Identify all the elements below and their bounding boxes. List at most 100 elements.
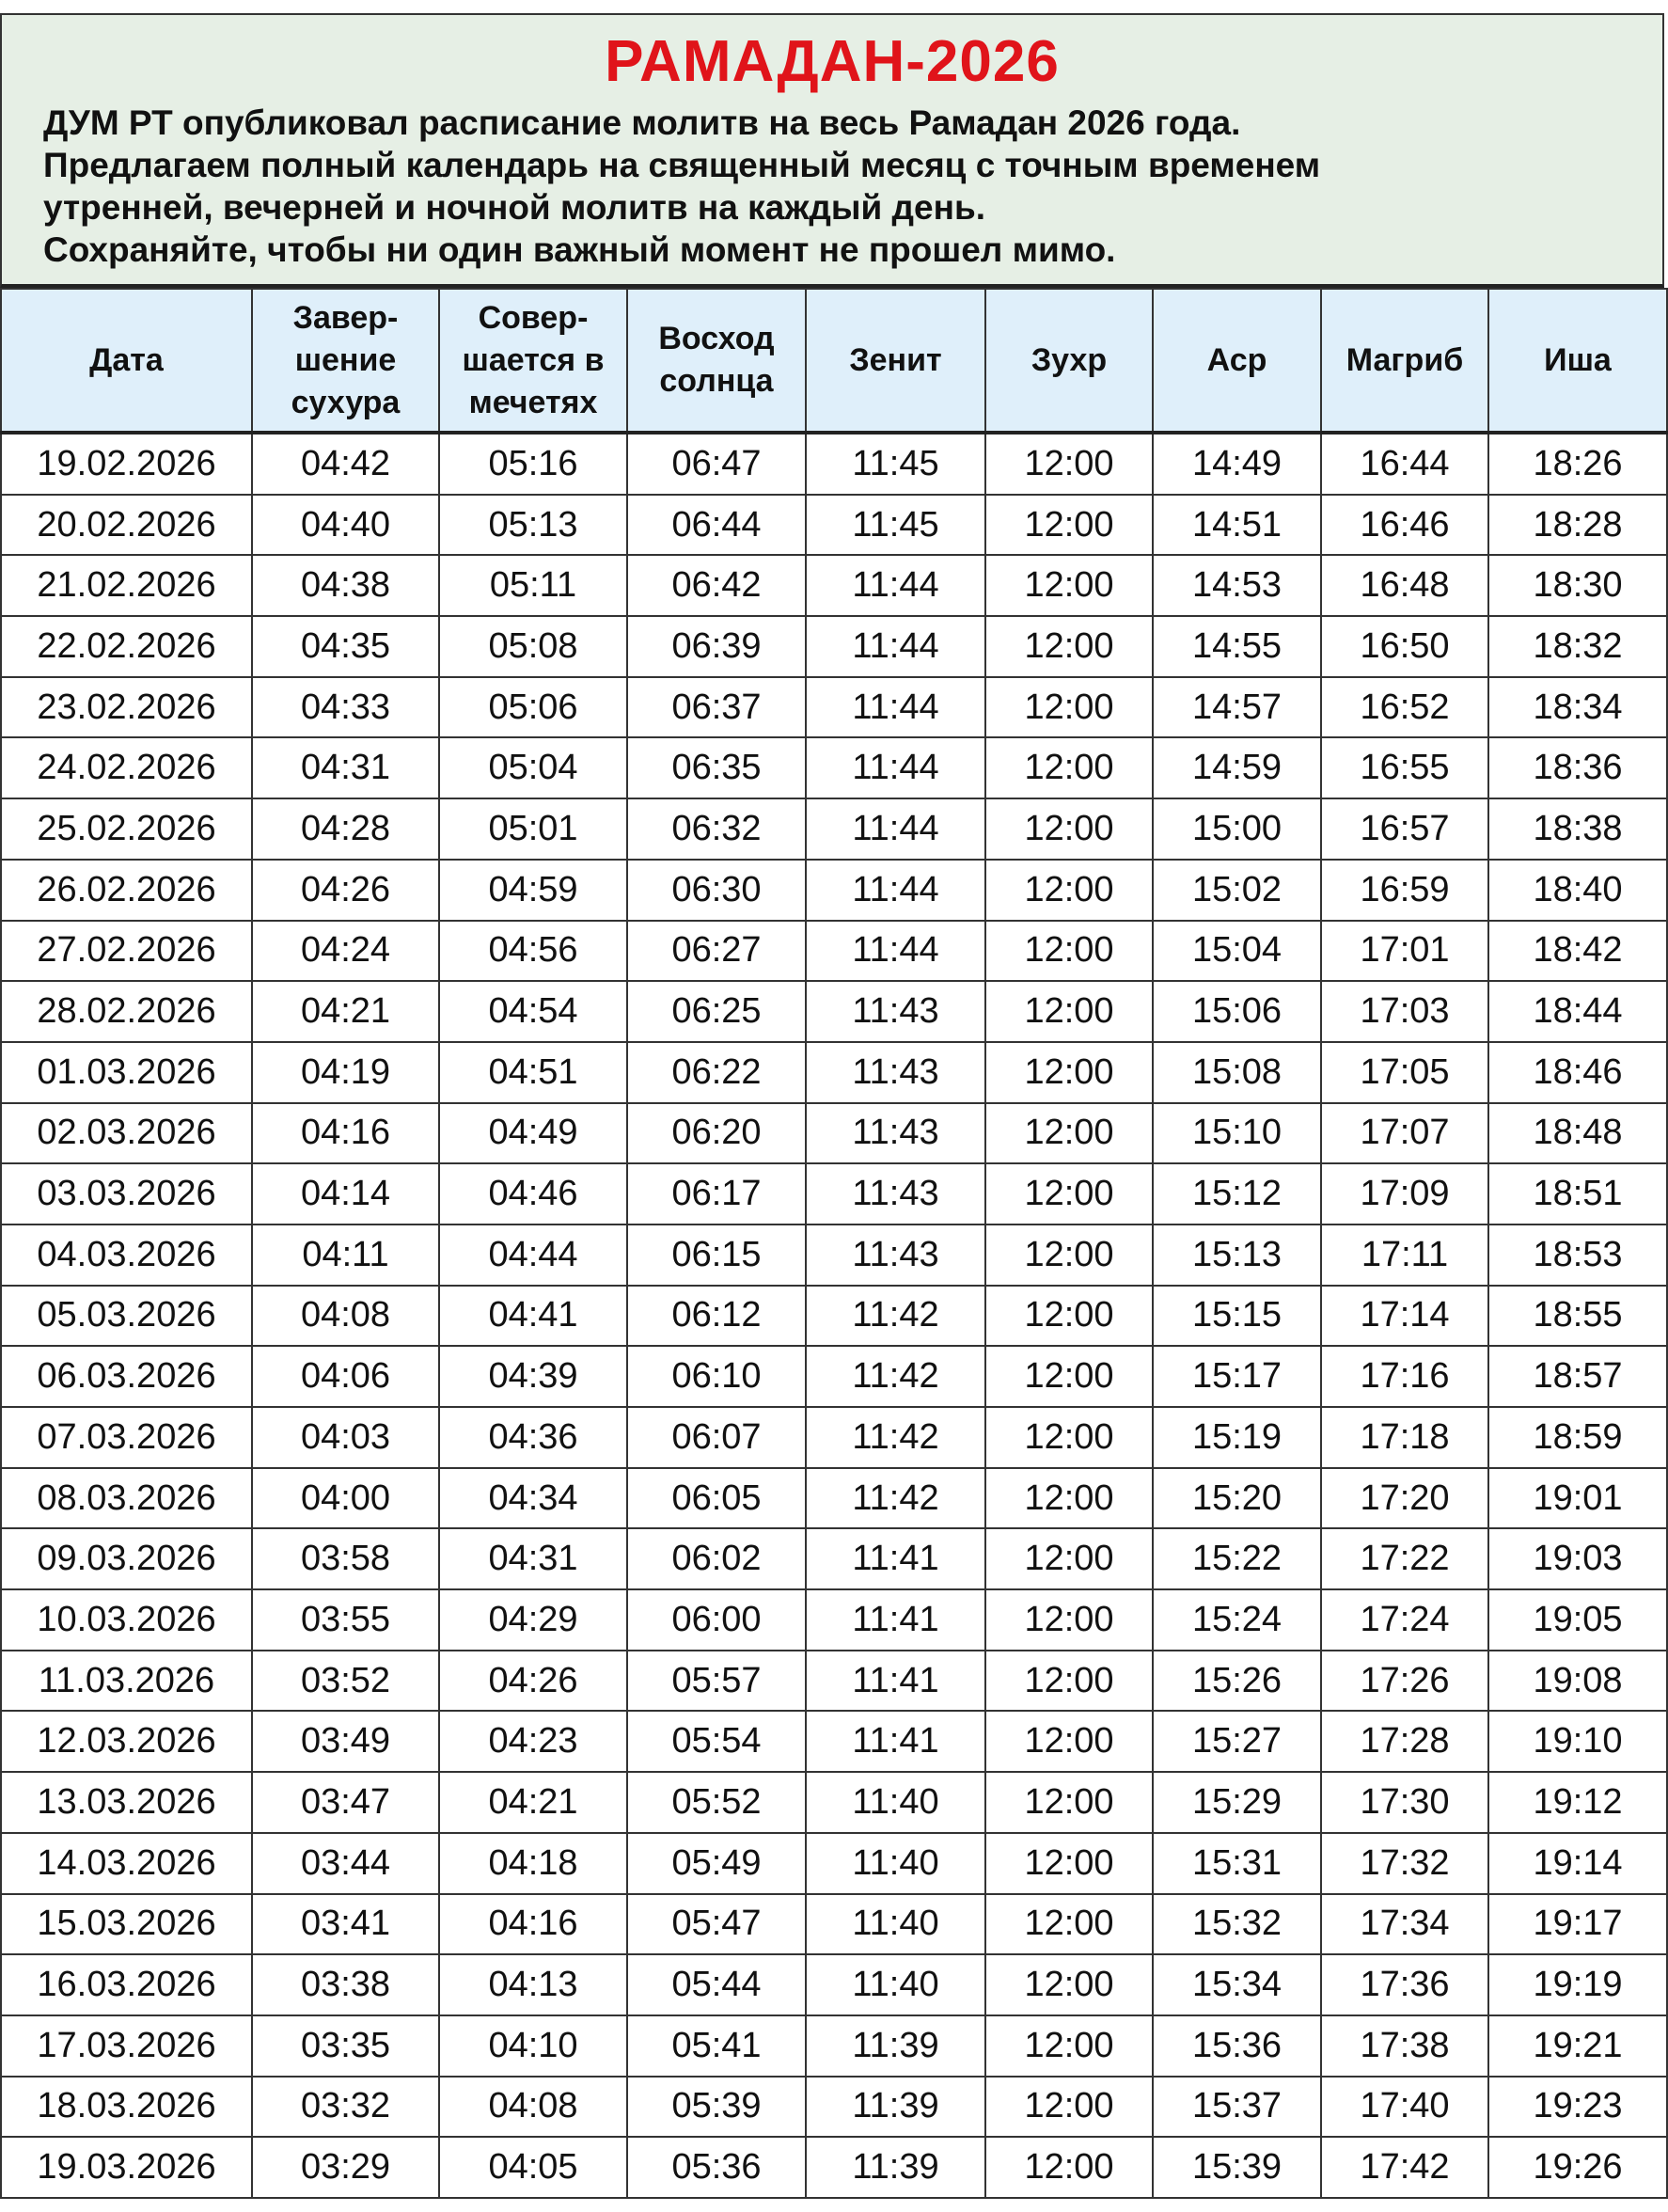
table-row: 17.03.2026 03:35 04:10 05:41 11:39 12:00 15:36… [0, 2014, 1668, 2078]
cell-maghrib: 17:42 [1320, 2136, 1489, 2199]
cell-sunrise: 06:02 [626, 1527, 807, 1591]
cell-suhoor-end: 04:24 [251, 919, 440, 983]
cell-zuhr: 12:00 [984, 1466, 1154, 1530]
cell-zenith: 11:44 [805, 919, 986, 983]
cell-date: 22.02.2026 [0, 615, 253, 678]
cell-zenith: 11:42 [805, 1406, 986, 1469]
cell-maghrib: 17:05 [1320, 1040, 1489, 1104]
cell-date: 10.03.2026 [0, 1588, 253, 1651]
cell-date: 28.02.2026 [0, 980, 253, 1043]
cell-sunrise: 06:27 [626, 919, 807, 983]
cell-zenith: 11:39 [805, 2014, 986, 2078]
cell-date: 14.03.2026 [0, 1831, 253, 1895]
cell-date: 19.03.2026 [0, 2136, 253, 2199]
table-row: 08.03.2026 04:00 04:34 06:05 11:42 12:00 15:20… [0, 1466, 1668, 1530]
cell-sunrise: 05:39 [626, 2075, 807, 2139]
cell-suhoor-end: 04:21 [251, 980, 440, 1043]
cell-maghrib: 16:50 [1320, 615, 1489, 678]
cell-date: 19.02.2026 [0, 432, 253, 496]
cell-asr: 14:59 [1152, 736, 1322, 800]
cell-suhoor-end: 04:19 [251, 1040, 440, 1104]
cell-date: 03.03.2026 [0, 1162, 253, 1225]
cell-asr: 15:04 [1152, 919, 1322, 983]
cell-mosque-prayer: 05:16 [438, 432, 628, 496]
cell-sunrise: 06:25 [626, 980, 807, 1043]
cell-zuhr: 12:00 [984, 1162, 1154, 1225]
cell-asr: 15:34 [1152, 1953, 1322, 2016]
cell-suhoor-end: 03:41 [251, 1892, 440, 1956]
cell-asr: 15:31 [1152, 1831, 1322, 1895]
cell-maghrib: 17:34 [1320, 1892, 1489, 1956]
cell-isha: 19:12 [1487, 1771, 1668, 1834]
cell-zenith: 11:40 [805, 1771, 986, 1834]
cell-asr: 14:55 [1152, 615, 1322, 678]
column-header-zuhr: Зухр [984, 288, 1154, 434]
cell-mosque-prayer: 04:21 [438, 1771, 628, 1834]
cell-sunrise: 05:54 [626, 1710, 807, 1774]
cell-zenith: 11:43 [805, 1101, 986, 1165]
cell-zuhr: 12:00 [984, 2075, 1154, 2139]
cell-isha: 19:10 [1487, 1710, 1668, 1774]
cell-maghrib: 16:59 [1320, 858, 1489, 922]
cell-maghrib: 16:57 [1320, 798, 1489, 861]
column-header-maghrib: Магриб [1320, 288, 1489, 434]
cell-zuhr: 12:00 [984, 1101, 1154, 1165]
cell-suhoor-end: 03:29 [251, 2136, 440, 2199]
cell-asr: 14:49 [1152, 432, 1322, 496]
cell-maghrib: 16:48 [1320, 554, 1489, 618]
cell-sunrise: 06:20 [626, 1101, 807, 1165]
cell-zuhr: 12:00 [984, 1771, 1154, 1834]
cell-asr: 15:06 [1152, 980, 1322, 1043]
cell-isha: 18:26 [1487, 432, 1668, 496]
cell-mosque-prayer: 04:26 [438, 1649, 628, 1713]
cell-date: 13.03.2026 [0, 1771, 253, 1834]
table-row: 19.02.2026 04:42 05:16 06:47 11:45 12:00 14:49… [0, 432, 1668, 496]
table-row: 13.03.2026 03:47 04:21 05:52 11:40 12:00 15:29… [0, 1771, 1668, 1834]
cell-suhoor-end: 04:26 [251, 858, 440, 922]
cell-isha: 19:19 [1487, 1953, 1668, 2016]
cell-suhoor-end: 03:55 [251, 1588, 440, 1651]
cell-date: 15.03.2026 [0, 1892, 253, 1956]
cell-asr: 15:02 [1152, 858, 1322, 922]
cell-zuhr: 12:00 [984, 2136, 1154, 2199]
cell-suhoor-end: 04:31 [251, 736, 440, 800]
cell-sunrise: 05:57 [626, 1649, 807, 1713]
cell-sunrise: 05:36 [626, 2136, 807, 2199]
cell-suhoor-end: 03:47 [251, 1771, 440, 1834]
cell-sunrise: 05:44 [626, 1953, 807, 2016]
cell-zuhr: 12:00 [984, 736, 1154, 800]
cell-maghrib: 17:36 [1320, 1953, 1489, 2016]
cell-asr: 15:12 [1152, 1162, 1322, 1225]
cell-maghrib: 17:30 [1320, 1771, 1489, 1834]
cell-suhoor-end: 04:42 [251, 432, 440, 496]
cell-zuhr: 12:00 [984, 798, 1154, 861]
table-row: 15.03.2026 03:41 04:16 05:47 11:40 12:00 15:32… [0, 1892, 1668, 1956]
cell-isha: 18:34 [1487, 675, 1668, 739]
cell-suhoor-end: 04:16 [251, 1101, 440, 1165]
cell-sunrise: 06:32 [626, 798, 807, 861]
cell-sunrise: 06:39 [626, 615, 807, 678]
cell-zenith: 11:42 [805, 1284, 986, 1348]
cell-zuhr: 12:00 [984, 1649, 1154, 1713]
cell-zenith: 11:42 [805, 1345, 986, 1408]
intro-panel: РАМАДАН-2026 ДУМ РТ опубликовал расписан… [0, 13, 1664, 288]
cell-sunrise: 06:37 [626, 675, 807, 739]
cell-isha: 18:42 [1487, 919, 1668, 983]
cell-asr: 15:26 [1152, 1649, 1322, 1713]
cell-mosque-prayer: 04:44 [438, 1223, 628, 1287]
cell-asr: 15:20 [1152, 1466, 1322, 1530]
cell-isha: 18:28 [1487, 493, 1668, 557]
cell-mosque-prayer: 04:10 [438, 2014, 628, 2078]
cell-maghrib: 17:20 [1320, 1466, 1489, 1530]
cell-zenith: 11:43 [805, 1040, 986, 1104]
cell-isha: 18:32 [1487, 615, 1668, 678]
cell-asr: 15:00 [1152, 798, 1322, 861]
cell-asr: 15:36 [1152, 2014, 1322, 2078]
cell-zuhr: 12:00 [984, 1406, 1154, 1469]
column-header-suhoor-end: Завер- шение сухура [251, 288, 440, 434]
cell-isha: 18:48 [1487, 1101, 1668, 1165]
cell-zenith: 11:40 [805, 1953, 986, 2016]
cell-zenith: 11:40 [805, 1831, 986, 1895]
cell-suhoor-end: 04:35 [251, 615, 440, 678]
cell-zenith: 11:43 [805, 980, 986, 1043]
